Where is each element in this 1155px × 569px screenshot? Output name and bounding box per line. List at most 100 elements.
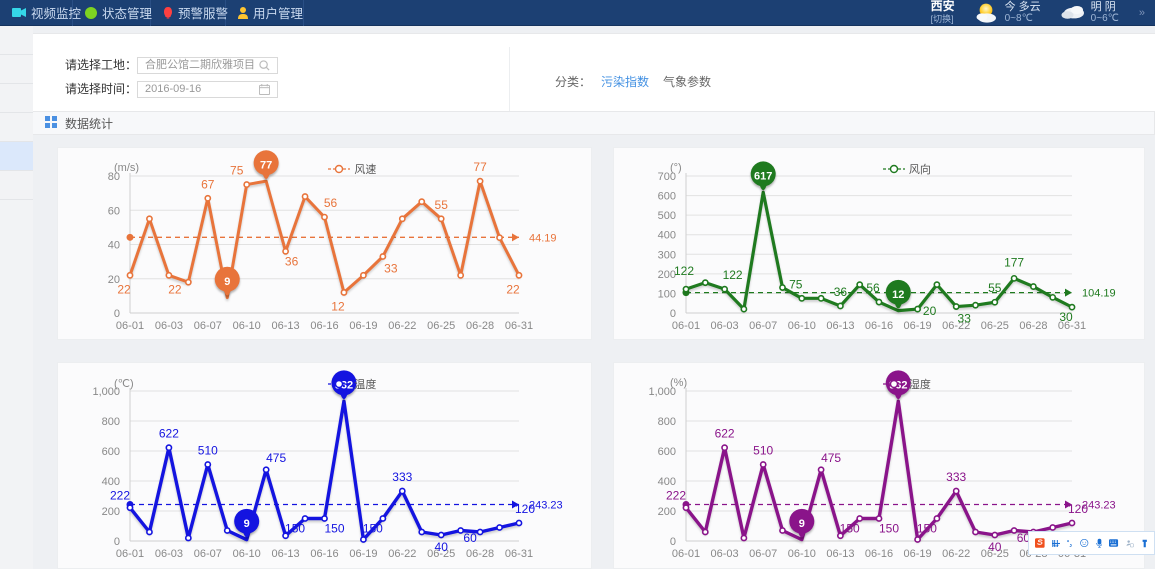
svg-text:400: 400	[658, 230, 676, 242]
svg-text:06-16: 06-16	[865, 548, 893, 560]
svg-text:617: 617	[754, 171, 772, 183]
svg-text:60: 60	[463, 531, 477, 545]
svg-text:06-07: 06-07	[749, 548, 777, 560]
svg-text:122: 122	[674, 264, 694, 278]
svg-text:06-28: 06-28	[466, 548, 494, 560]
svg-text:100: 100	[658, 288, 676, 300]
svg-text:06-25: 06-25	[981, 320, 1009, 332]
svg-text:22: 22	[117, 282, 131, 296]
svg-text:800: 800	[658, 416, 676, 428]
svg-text:475: 475	[821, 451, 841, 465]
svg-text:06-03: 06-03	[711, 548, 739, 560]
svg-text:06-10: 06-10	[788, 320, 816, 332]
svg-text:333: 333	[946, 470, 966, 484]
svg-text:60: 60	[108, 205, 120, 217]
svg-text:22: 22	[506, 282, 520, 296]
svg-text:600: 600	[658, 191, 676, 203]
svg-text:06-10: 06-10	[233, 320, 261, 332]
svg-text:475: 475	[266, 451, 286, 465]
svg-text:06-28: 06-28	[1019, 320, 1047, 332]
svg-text:300: 300	[658, 249, 676, 261]
svg-text:06-19: 06-19	[349, 320, 377, 332]
svg-text:06-19: 06-19	[904, 548, 932, 560]
svg-text:150: 150	[840, 522, 860, 536]
svg-text:30: 30	[1059, 310, 1073, 324]
svg-text:0: 0	[670, 536, 676, 548]
svg-text:06-07: 06-07	[749, 320, 777, 332]
svg-text:40: 40	[108, 240, 120, 252]
svg-text:9: 9	[224, 276, 230, 288]
svg-text:06-13: 06-13	[826, 320, 854, 332]
svg-text:06-28: 06-28	[466, 320, 494, 332]
svg-text:06-10: 06-10	[788, 548, 816, 560]
svg-text:06-03: 06-03	[711, 320, 739, 332]
svg-text:33: 33	[384, 261, 398, 275]
svg-text:40: 40	[435, 540, 449, 554]
svg-text:150: 150	[917, 522, 937, 536]
svg-text:06-13: 06-13	[272, 548, 300, 560]
svg-text:104.19: 104.19	[1082, 288, 1116, 300]
svg-text:75: 75	[230, 164, 244, 178]
svg-text:06-01: 06-01	[116, 320, 144, 332]
svg-text:200: 200	[658, 506, 676, 518]
svg-text:400: 400	[102, 476, 120, 488]
svg-text:600: 600	[102, 446, 120, 458]
svg-text:120: 120	[515, 502, 535, 516]
svg-text:150: 150	[324, 522, 344, 536]
svg-text:06-22: 06-22	[388, 548, 416, 560]
svg-text:06-16: 06-16	[865, 320, 893, 332]
svg-text:9: 9	[244, 518, 250, 530]
svg-text:77: 77	[473, 160, 487, 174]
svg-text:150: 150	[879, 522, 899, 536]
svg-text:55: 55	[435, 198, 449, 212]
svg-text:77: 77	[260, 160, 272, 172]
svg-text:06-10: 06-10	[233, 548, 261, 560]
svg-text:12: 12	[331, 299, 345, 313]
svg-text:06-19: 06-19	[904, 320, 932, 332]
svg-text:44.19: 44.19	[529, 232, 557, 244]
svg-text:56: 56	[324, 196, 338, 210]
svg-text:200: 200	[102, 506, 120, 518]
svg-text:12: 12	[892, 289, 904, 301]
svg-text:0: 0	[114, 536, 120, 548]
svg-text:177: 177	[1004, 255, 1024, 269]
svg-text:06-03: 06-03	[155, 320, 183, 332]
svg-text:06-31: 06-31	[505, 320, 533, 332]
svg-text:20: 20	[923, 304, 937, 318]
svg-text:0: 0	[114, 308, 120, 320]
svg-text:06-01: 06-01	[672, 548, 700, 560]
svg-text:222: 222	[110, 489, 130, 503]
svg-text:800: 800	[102, 416, 120, 428]
svg-text:150: 150	[285, 522, 305, 536]
svg-text:06-03: 06-03	[155, 548, 183, 560]
svg-text:06-22: 06-22	[388, 320, 416, 332]
svg-text:06-16: 06-16	[310, 320, 338, 332]
svg-text:06-01: 06-01	[672, 320, 700, 332]
svg-text:622: 622	[715, 427, 735, 441]
svg-text:120: 120	[1068, 502, 1088, 516]
svg-text:06-13: 06-13	[272, 320, 300, 332]
svg-text:122: 122	[723, 268, 743, 282]
svg-text:75: 75	[789, 277, 803, 291]
svg-text:33: 33	[958, 312, 972, 326]
svg-text:333: 333	[392, 470, 412, 484]
svg-text:510: 510	[198, 444, 218, 458]
svg-text:06-07: 06-07	[194, 548, 222, 560]
svg-text:06-22: 06-22	[942, 548, 970, 560]
svg-text:36: 36	[285, 254, 299, 268]
svg-text:0: 0	[670, 308, 676, 320]
svg-text:06-07: 06-07	[194, 320, 222, 332]
svg-text:22: 22	[168, 282, 182, 296]
svg-text:500: 500	[658, 210, 676, 222]
svg-text:55: 55	[988, 281, 1002, 295]
svg-text:36: 36	[834, 285, 848, 299]
svg-text:222: 222	[666, 489, 686, 503]
svg-text:9: 9	[799, 518, 805, 530]
svg-text:06-01: 06-01	[116, 548, 144, 560]
svg-text:622: 622	[159, 427, 179, 441]
svg-text:06-19: 06-19	[349, 548, 377, 560]
svg-text:67: 67	[201, 177, 215, 191]
svg-text:600: 600	[658, 446, 676, 458]
svg-text:06-13: 06-13	[826, 548, 854, 560]
svg-text:510: 510	[753, 444, 773, 458]
